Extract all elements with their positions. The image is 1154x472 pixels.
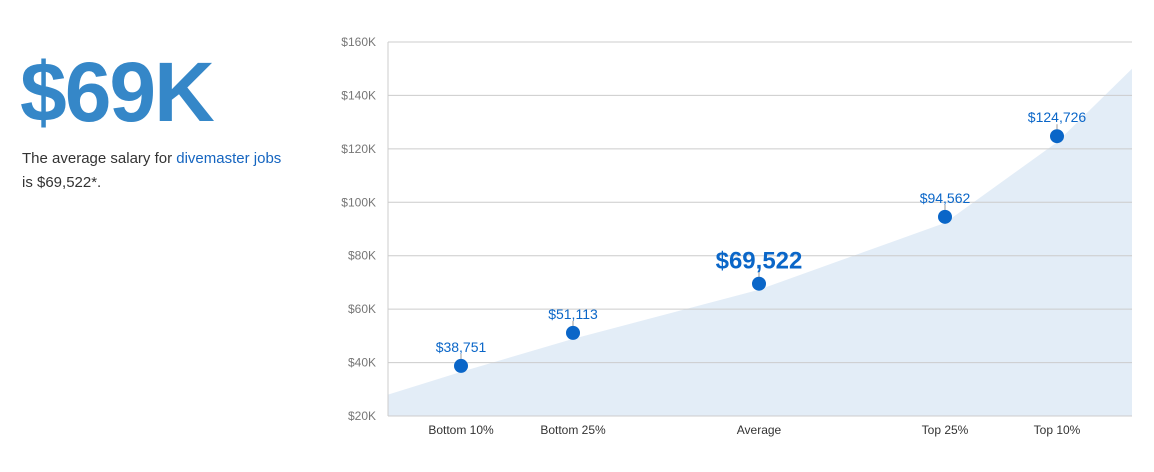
y-tick-label: $160K — [341, 35, 376, 49]
y-tick-label: $60K — [348, 302, 376, 316]
y-tick-label: $20K — [348, 409, 376, 423]
summary-suffix: is $69,522*. — [22, 174, 102, 191]
x-tick-label: Bottom 10% — [428, 423, 494, 437]
x-tick-label: Bottom 25% — [540, 423, 606, 437]
data-point — [938, 209, 952, 224]
data-label: $38,751 — [436, 339, 487, 355]
data-label: $94,562 — [920, 190, 971, 206]
y-tick-label: $140K — [341, 88, 376, 102]
salary-summary: The average salary for divemaster jobs i… — [22, 147, 292, 195]
area-background — [388, 68, 1132, 416]
data-label: $69,522 — [716, 248, 803, 275]
data-label: $51,113 — [548, 306, 598, 322]
summary-prefix: The average salary for — [22, 150, 177, 167]
average-salary-headline: $69K — [20, 45, 215, 139]
data-point — [752, 276, 766, 291]
data-point — [454, 358, 468, 373]
data-point — [566, 325, 580, 340]
x-tick-label: Top 10% — [1034, 423, 1081, 437]
data-label: $124,726 — [1028, 109, 1087, 125]
y-tick-label: $80K — [348, 249, 376, 263]
x-tick-label: Average — [737, 423, 782, 437]
divemaster-jobs-link[interactable]: divemaster jobs — [176, 150, 282, 167]
y-tick-label: $40K — [348, 356, 376, 370]
y-tick-label: $100K — [341, 195, 376, 209]
x-tick-label: Top 25% — [922, 423, 969, 437]
data-point — [1050, 129, 1064, 144]
y-tick-label: $120K — [341, 142, 376, 156]
